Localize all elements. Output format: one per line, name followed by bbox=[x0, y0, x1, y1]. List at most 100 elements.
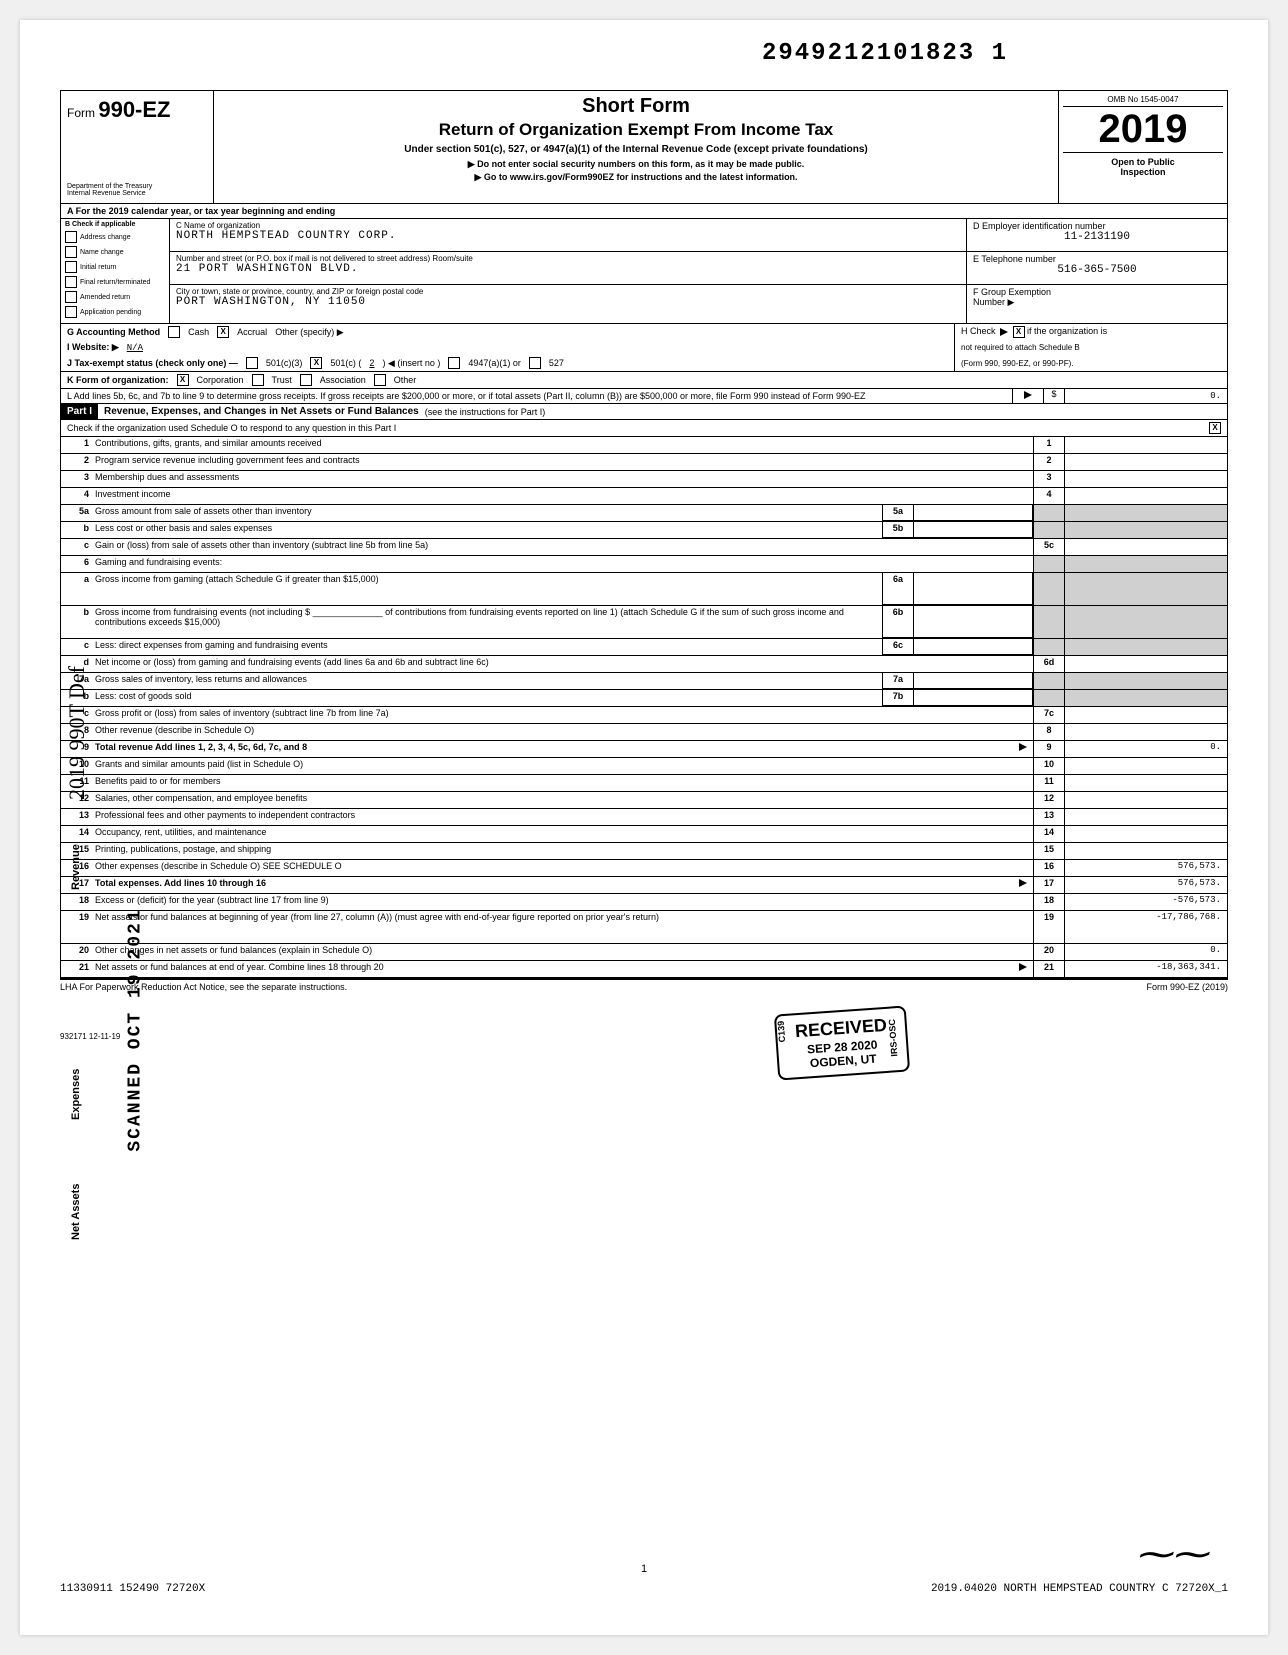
lha-row: LHA For Paperwork Reduction Act Notice, … bbox=[60, 979, 1228, 992]
org-name-label: C Name of organization bbox=[176, 221, 960, 230]
checkbox-icon[interactable] bbox=[448, 357, 460, 369]
schedule-row: 4Investment income4 bbox=[61, 488, 1227, 505]
row-number: 5a bbox=[61, 505, 93, 521]
right-value bbox=[1064, 758, 1227, 774]
right-number: 13 bbox=[1033, 809, 1064, 825]
city-label: City or town, state or province, country… bbox=[176, 287, 960, 296]
part1-instr: (see the instructions for Part I) bbox=[425, 407, 546, 417]
schedule-row: bLess cost or other basis and sales expe… bbox=[61, 522, 1227, 539]
org-name-row: C Name of organization NORTH HEMPSTEAD C… bbox=[170, 219, 966, 252]
arrow-icon bbox=[1024, 391, 1032, 399]
lines-g-l: G Accounting Method Cash XAccrual Other … bbox=[61, 323, 1227, 388]
checkbox-icon[interactable] bbox=[246, 357, 258, 369]
schedule-row: cGross profit or (loss) from sales of in… bbox=[61, 707, 1227, 724]
right-number: 19 bbox=[1033, 911, 1064, 943]
right-number: 15 bbox=[1033, 843, 1064, 859]
schedule-table: 1Contributions, gifts, grants, and simil… bbox=[60, 437, 1228, 979]
row-description: Professional fees and other payments to … bbox=[93, 809, 1033, 825]
row-description: Grants and similar amounts paid (list in… bbox=[93, 758, 1033, 774]
side-label-expenses: Expenses bbox=[70, 1069, 82, 1120]
mid-number: 6a bbox=[882, 573, 914, 605]
right-value: 576,573. bbox=[1064, 860, 1227, 876]
schedule-row: bGross income from fundraising events (n… bbox=[61, 606, 1227, 639]
line-g-label: G Accounting Method bbox=[67, 327, 160, 337]
tax-year: 2019 bbox=[1063, 107, 1223, 153]
right-number: 8 bbox=[1033, 724, 1064, 740]
right-value: -17,786,768. bbox=[1064, 911, 1227, 943]
right-number: 10 bbox=[1033, 758, 1064, 774]
chk-address: Address change bbox=[65, 231, 165, 243]
row-number: 18 bbox=[61, 894, 93, 910]
title-subtitle: Under section 501(c), 527, or 4947(a)(1)… bbox=[224, 144, 1048, 155]
row-description: Gross income from gaming (attach Schedul… bbox=[93, 573, 882, 605]
checkbox-icon[interactable] bbox=[529, 357, 541, 369]
right-value bbox=[1064, 809, 1227, 825]
row-description: Net assets or fund balances at end of ye… bbox=[93, 961, 1017, 977]
right-value bbox=[1064, 843, 1227, 859]
part1-check-text: Check if the organization used Schedule … bbox=[67, 423, 1209, 433]
omb-number: OMB No 1545-0047 bbox=[1063, 95, 1223, 107]
checkbox-icon[interactable] bbox=[65, 291, 77, 303]
stamp-side2: IRS-OSC bbox=[886, 1019, 899, 1057]
schedule-row: 19Net assets or fund balances at beginni… bbox=[61, 911, 1227, 944]
row-number: 21 bbox=[61, 961, 93, 977]
form-number-value: 990-EZ bbox=[98, 97, 170, 122]
row-description: Investment income bbox=[93, 488, 1033, 504]
checkbox-icon[interactable]: X bbox=[217, 326, 229, 338]
row-number: 6 bbox=[61, 556, 93, 572]
checkbox-icon[interactable] bbox=[300, 374, 312, 386]
right-value: 0. bbox=[1064, 944, 1227, 960]
mid-number: 5b bbox=[882, 522, 914, 538]
c-insert-value: 2 bbox=[369, 358, 374, 368]
checkbox-icon[interactable] bbox=[252, 374, 264, 386]
checkbox-icon[interactable] bbox=[168, 326, 180, 338]
checkbox-icon[interactable]: X bbox=[310, 357, 322, 369]
ein-row: D Employer identification number 11-2131… bbox=[967, 219, 1227, 252]
checkbox-icon[interactable] bbox=[65, 276, 77, 288]
checkbox-icon[interactable]: X bbox=[1209, 422, 1221, 434]
schedule-row: 5aGross amount from sale of assets other… bbox=[61, 505, 1227, 522]
mid-number: 6b bbox=[882, 606, 914, 638]
checkbox-icon[interactable]: X bbox=[177, 374, 189, 386]
line-j: J Tax-exempt status (check only one) — 5… bbox=[61, 355, 955, 371]
checkbox-icon[interactable]: X bbox=[1013, 326, 1025, 338]
c-label: 501(c) ( bbox=[330, 358, 361, 368]
right-value: 576,573. bbox=[1064, 877, 1227, 893]
schedule-row: 12Salaries, other compensation, and empl… bbox=[61, 792, 1227, 809]
schedule-row: 3Membership dues and assessments3 bbox=[61, 471, 1227, 488]
arrow-icon bbox=[1017, 741, 1033, 757]
dept-line1: Department of the Treasury bbox=[67, 183, 207, 190]
org-city-row: City or town, state or province, country… bbox=[170, 285, 966, 317]
checkbox-icon[interactable] bbox=[65, 231, 77, 243]
checkbox-icon[interactable] bbox=[65, 246, 77, 258]
mid-number: 7a bbox=[882, 673, 914, 689]
checkbox-icon[interactable] bbox=[374, 374, 386, 386]
checkbox-icon[interactable] bbox=[65, 261, 77, 273]
row-description: Occupancy, rent, utilities, and maintena… bbox=[93, 826, 1033, 842]
chk-initial: Initial return bbox=[65, 261, 165, 273]
group-label: F Group Exemption bbox=[973, 287, 1221, 297]
arrow-icon bbox=[1017, 961, 1033, 977]
checkbox-icon[interactable] bbox=[65, 306, 77, 318]
chk-label: Amended return bbox=[80, 294, 130, 301]
org-name-value: NORTH HEMPSTEAD COUNTRY CORP. bbox=[176, 230, 960, 242]
part1-check-row: Check if the organization used Schedule … bbox=[60, 420, 1228, 437]
line-h: H Check X if the organization is bbox=[955, 323, 1227, 340]
schedule-row: 13Professional fees and other payments t… bbox=[61, 809, 1227, 826]
line-i-label: I Website: ▶ bbox=[67, 342, 119, 353]
schedule-row: dNet income or (loss) from gaming and fu… bbox=[61, 656, 1227, 673]
side-label-netassets: Net Assets bbox=[70, 1184, 82, 1240]
chk-amended: Amended return bbox=[65, 291, 165, 303]
right-number: 1 bbox=[1033, 437, 1064, 453]
group-label2: Number ▶ bbox=[973, 297, 1221, 308]
right-number: 2 bbox=[1033, 454, 1064, 470]
right-value bbox=[1064, 673, 1227, 689]
col-de: D Employer identification number 11-2131… bbox=[967, 219, 1227, 323]
page-number: 1 bbox=[20, 1563, 1268, 1575]
right-value bbox=[1064, 539, 1227, 555]
mid-value bbox=[914, 505, 1033, 521]
row-description: Contributions, gifts, grants, and simila… bbox=[93, 437, 1033, 453]
row-description: Excess or (deficit) for the year (subtra… bbox=[93, 894, 1033, 910]
mid-value bbox=[914, 573, 1033, 605]
right-number: 12 bbox=[1033, 792, 1064, 808]
